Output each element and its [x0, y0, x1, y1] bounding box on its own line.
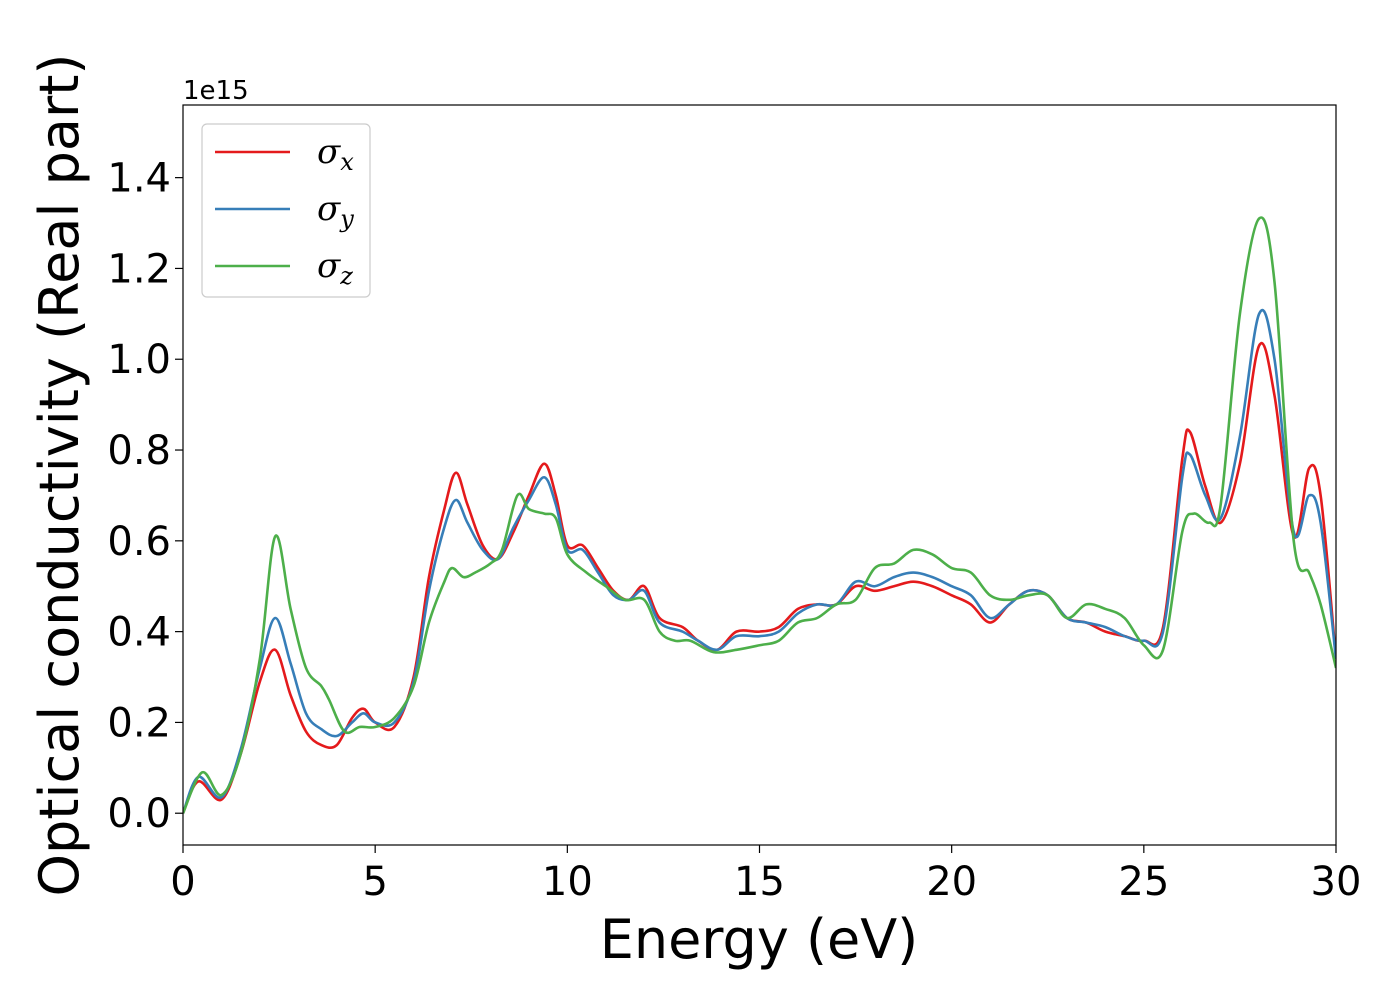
legend-box — [201, 123, 371, 298]
y-axis-title: Optical conductivity (Real part) — [28, 54, 91, 897]
legend-subscript: y — [339, 205, 354, 233]
x-tick-label: 5 — [362, 859, 387, 905]
y-offset-label: 1e15 — [183, 76, 249, 106]
y-tick-label: 1.2 — [107, 246, 171, 292]
y-tick-label: 1.4 — [107, 156, 171, 202]
x-axis-title: Energy (eV) — [600, 908, 919, 971]
x-tick-label: 30 — [1311, 859, 1362, 905]
y-axis: 0.0 0.2 0.4 0.6 0.8 1.0 1.2 1.4 — [107, 156, 183, 837]
series-line-z — [183, 216, 1336, 814]
legend-subscript: x — [340, 148, 354, 176]
x-tick-label: 20 — [926, 859, 977, 905]
y-tick-label: 0.8 — [107, 428, 171, 474]
series-layer — [183, 216, 1336, 814]
y-tick-label: 0.6 — [107, 519, 171, 565]
y-tick-label: 0.2 — [107, 700, 171, 746]
legend-label-y: σy — [317, 189, 354, 233]
legend-subscript: z — [339, 262, 353, 290]
y-tick-label: 0.4 — [107, 610, 171, 656]
x-tick-label: 25 — [1118, 859, 1169, 905]
y-tick-label: 0.0 — [107, 791, 171, 837]
x-tick-label: 0 — [170, 859, 195, 905]
series-line-y — [183, 308, 1336, 814]
x-tick-label: 15 — [734, 859, 785, 905]
y-tick-label: 1.0 — [107, 337, 171, 383]
x-axis: 0 5 10 15 20 25 30 — [170, 845, 1361, 905]
x-tick-label: 10 — [542, 859, 593, 905]
